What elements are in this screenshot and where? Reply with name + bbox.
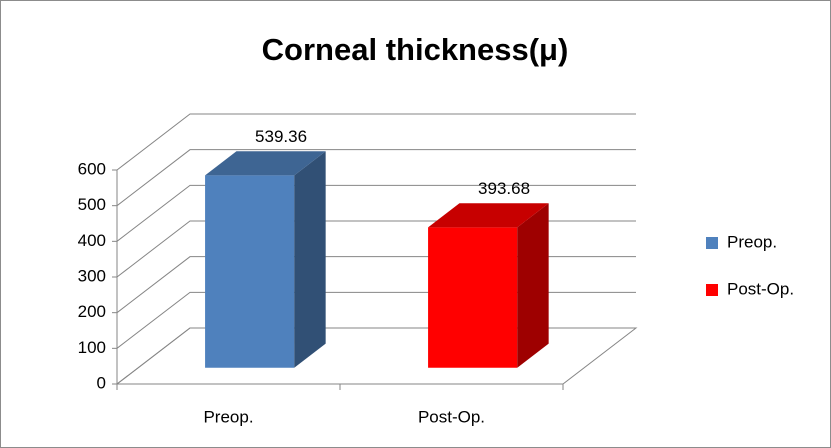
bar-top [205, 151, 326, 176]
y-tick-label: 0 [97, 373, 106, 392]
grid-line [116, 113, 636, 171]
bar [428, 203, 549, 368]
x-tick-label: Post-Op. [418, 407, 485, 426]
data-label: 393.68 [478, 179, 530, 198]
data-label: 539.36 [255, 127, 307, 146]
y-tick-label: 400 [78, 231, 106, 250]
legend-swatch [706, 284, 718, 296]
bar-top [428, 203, 549, 228]
legend-label: Preop. [727, 232, 777, 251]
bar [205, 151, 326, 368]
bar-front [428, 227, 518, 368]
grid-line [116, 184, 636, 242]
chart-title: Corneal thickness(μ) [262, 32, 569, 67]
y-tick-label: 600 [78, 159, 106, 178]
x-tick-label: Preop. [203, 407, 253, 426]
y-tick-label: 200 [78, 302, 106, 321]
bar-side [294, 151, 326, 368]
bar-side [517, 203, 549, 368]
y-tick-label: 500 [78, 195, 106, 214]
y-tick-label: 100 [78, 338, 106, 357]
y-tick-label: 300 [78, 266, 106, 285]
bar-front [205, 175, 295, 368]
grid-line [116, 149, 636, 207]
legend-label: Post-Op. [727, 279, 794, 298]
legend-swatch [706, 237, 718, 249]
